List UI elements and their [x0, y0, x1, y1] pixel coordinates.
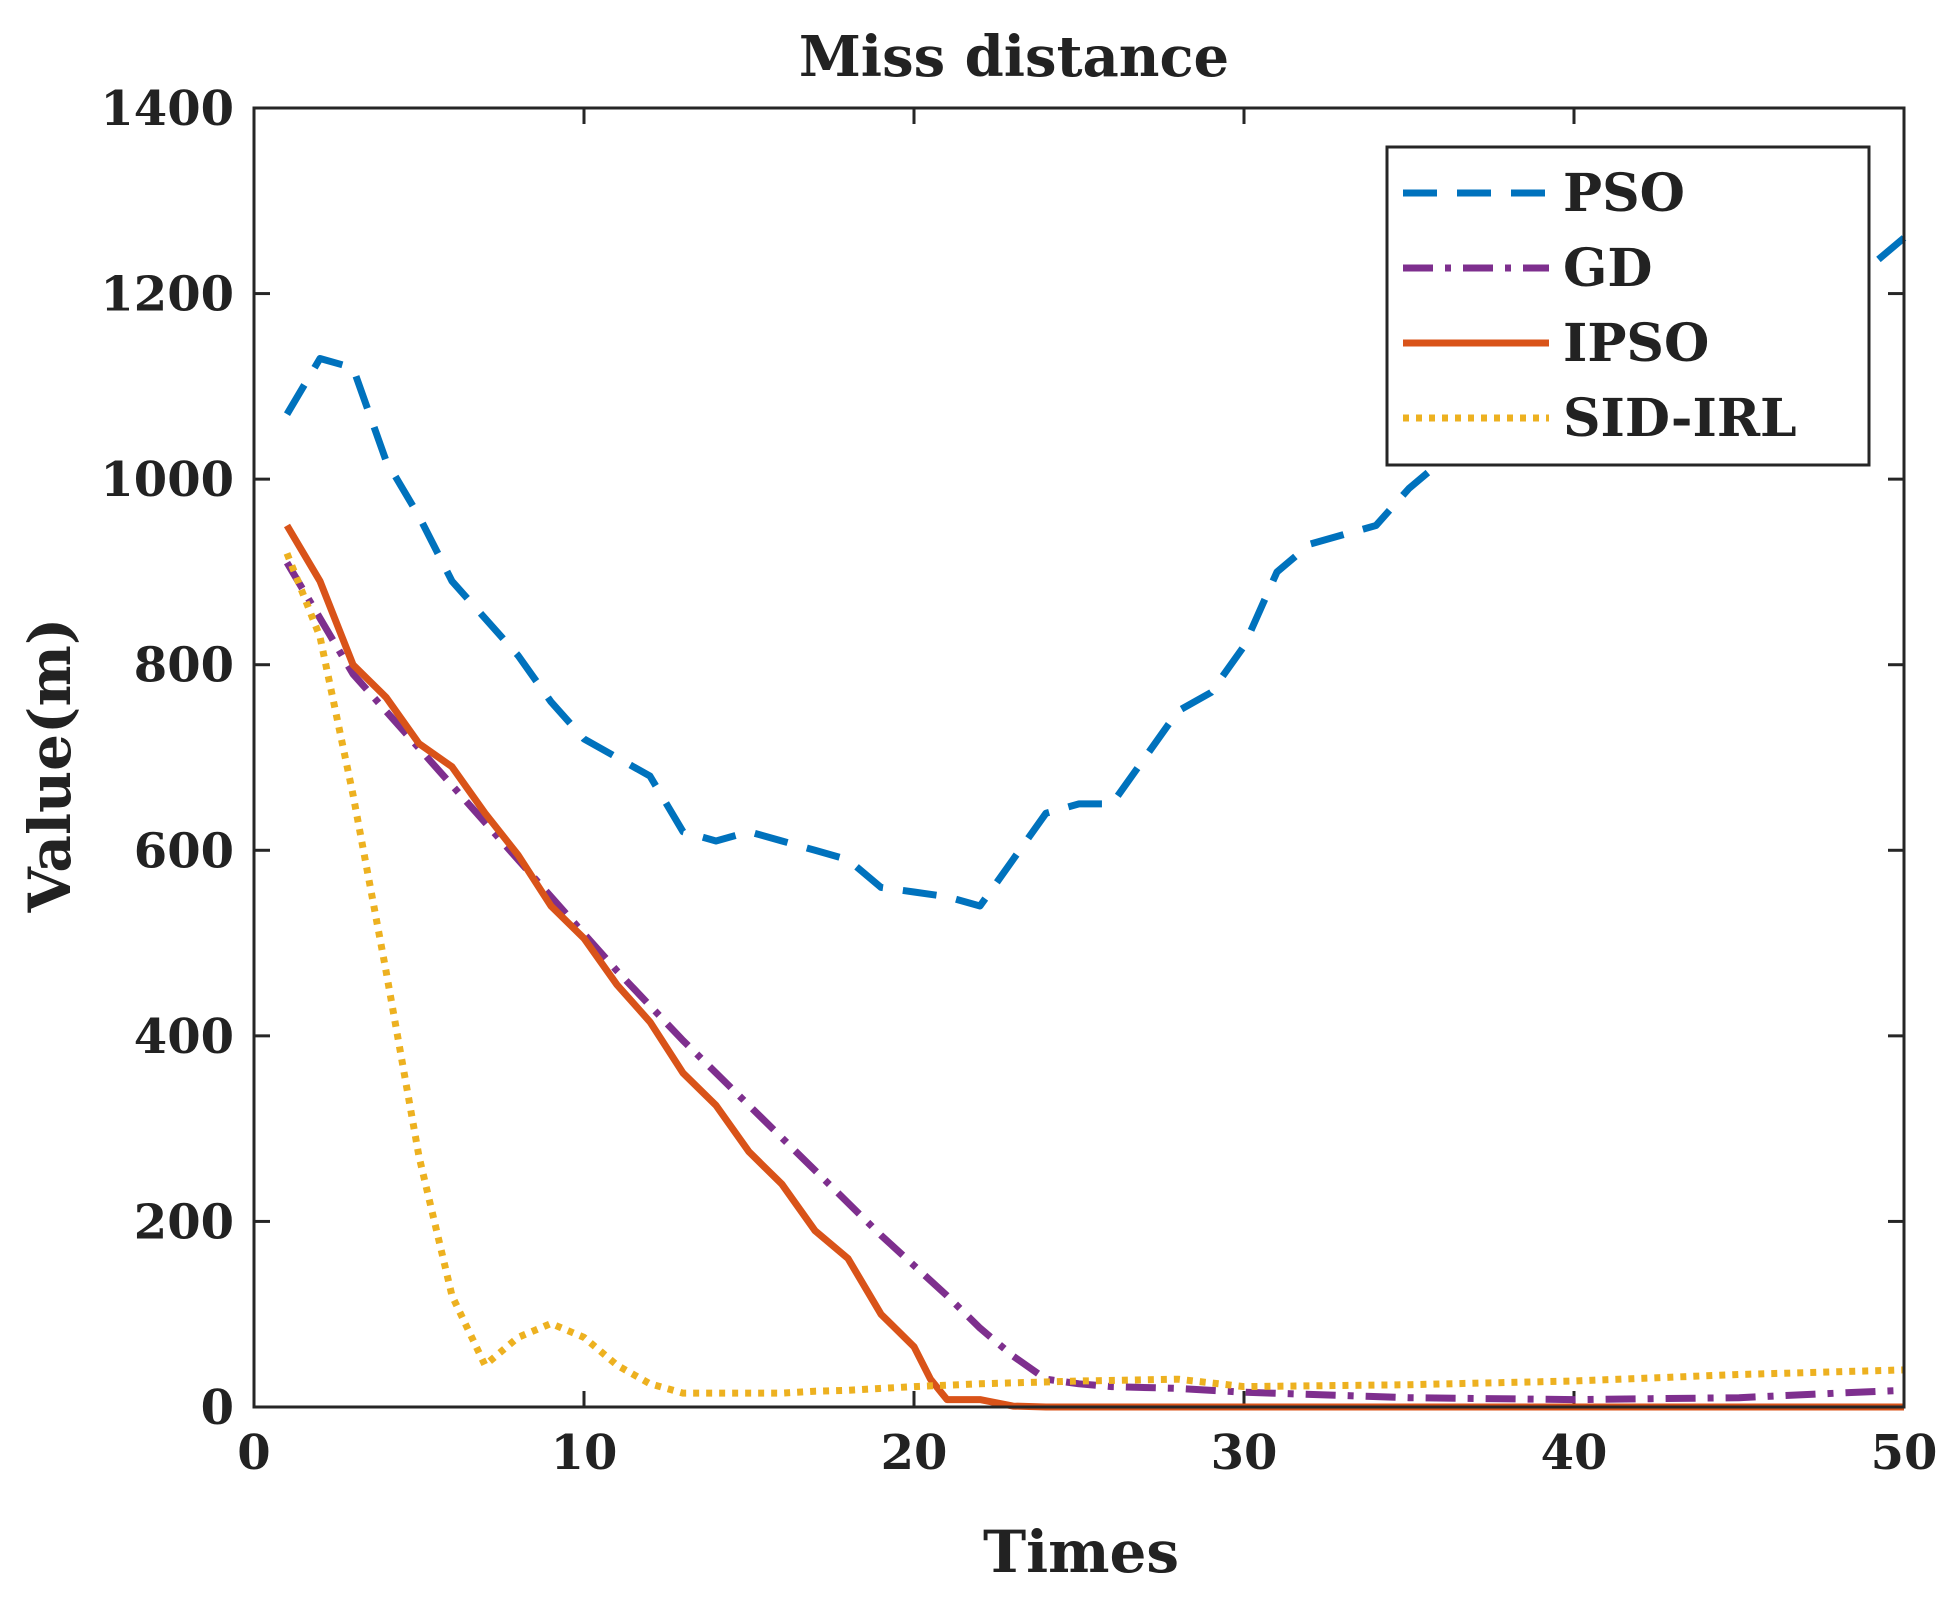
- chart-title: Miss distance: [799, 24, 1229, 90]
- x-tick-label: 50: [1871, 1425, 1938, 1481]
- y-tick-label: 200: [134, 1194, 234, 1250]
- plot-area-frame: [252, 106, 1906, 1409]
- y-tick-label: 0: [201, 1380, 234, 1436]
- x-tick-label: 40: [1541, 1425, 1608, 1481]
- series-ipso: [283, 523, 1904, 1411]
- legend-box: [1385, 145, 1871, 467]
- y-tick-label: 800: [134, 638, 234, 694]
- legend-label: PSO: [1563, 163, 1685, 224]
- legend-label: GD: [1563, 238, 1653, 299]
- x-tick-label: 10: [551, 1425, 618, 1481]
- y-tick-label: 1200: [100, 267, 234, 323]
- y-tick-label: 1400: [100, 81, 234, 137]
- x-tick-label: 20: [881, 1425, 948, 1481]
- y-tick-label: 400: [134, 1009, 234, 1065]
- y-tick-label: 600: [134, 823, 234, 879]
- axis-ticks: 0 10 20 30 40 50 0 200 400 600 800 1000 1200 1400: [100, 81, 1937, 1481]
- series-line: [283, 560, 1905, 1404]
- x-tick-label: 30: [1211, 1425, 1278, 1481]
- legend-label: SID-IRL: [1563, 388, 1797, 449]
- y-tick-label: 1000: [100, 452, 234, 508]
- series-line: [283, 523, 1904, 1411]
- x-axis-label: Times: [983, 1518, 1179, 1586]
- series-line: [283, 552, 1905, 1397]
- legend: PSO GD IPSO SID-IRL: [1385, 145, 1871, 467]
- series-sid-irl: [283, 552, 1905, 1397]
- legend-label: IPSO: [1563, 313, 1709, 374]
- y-axis-label: Value(m): [16, 618, 84, 914]
- x-tick-label: 0: [237, 1425, 270, 1481]
- series-gd: [283, 560, 1905, 1404]
